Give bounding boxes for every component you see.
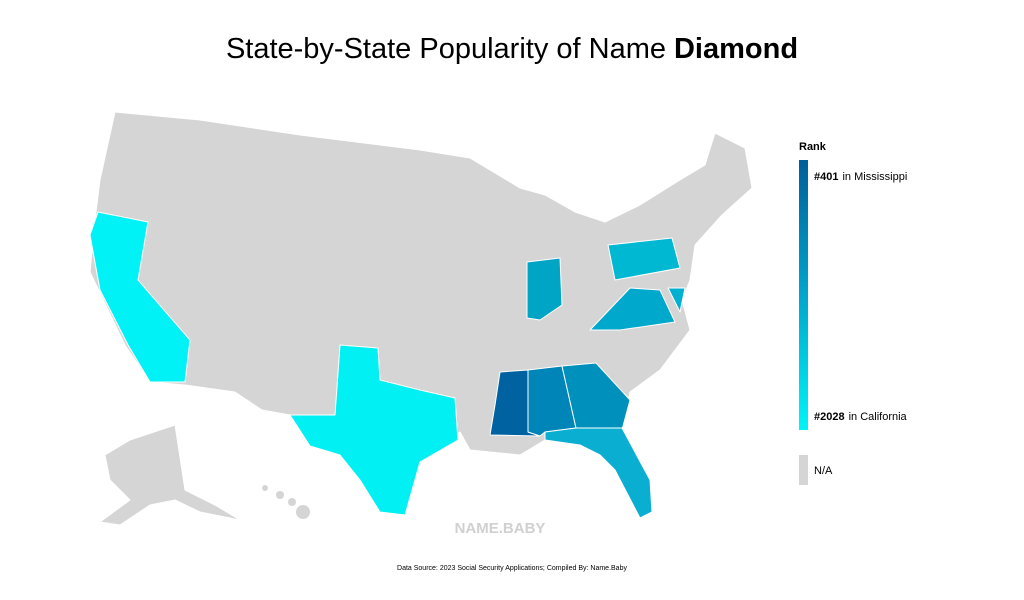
legend-na: N/A xyxy=(814,465,833,477)
hawaii xyxy=(262,485,310,519)
california xyxy=(89,211,191,383)
pennsylvania xyxy=(607,237,681,281)
legend-top: #401 in Mississippi xyxy=(814,171,907,183)
title-name: Diamond xyxy=(674,33,798,65)
alaska xyxy=(99,424,241,526)
florida xyxy=(544,427,653,519)
source: Data Source: 2023 Social Security Applic… xyxy=(397,565,627,572)
texas xyxy=(289,344,459,516)
georgia xyxy=(561,362,631,431)
legend-top-rank: #401 xyxy=(814,171,838,183)
us-map xyxy=(89,111,753,526)
maryland xyxy=(667,287,686,313)
watermark: NAME.BABY xyxy=(455,520,546,537)
legend-na-swatch xyxy=(799,455,808,485)
legend-bottom-text: in California xyxy=(849,411,908,423)
legend: Rank #401 in Mississippi #2028 in Californ… xyxy=(799,141,908,485)
legend-gradient xyxy=(799,160,808,430)
legend-heading: Rank xyxy=(799,141,827,153)
legend-bottom-rank: #2028 xyxy=(814,411,845,423)
title: State-by-State Popularity of Name Diamond xyxy=(226,33,798,65)
title-text: State-by-State Popularity of Name xyxy=(226,33,666,65)
legend-top-text: in Mississippi xyxy=(842,171,907,183)
legend-bottom: #2028 in California xyxy=(814,411,908,423)
indiana xyxy=(526,257,563,321)
virginia xyxy=(589,287,676,331)
